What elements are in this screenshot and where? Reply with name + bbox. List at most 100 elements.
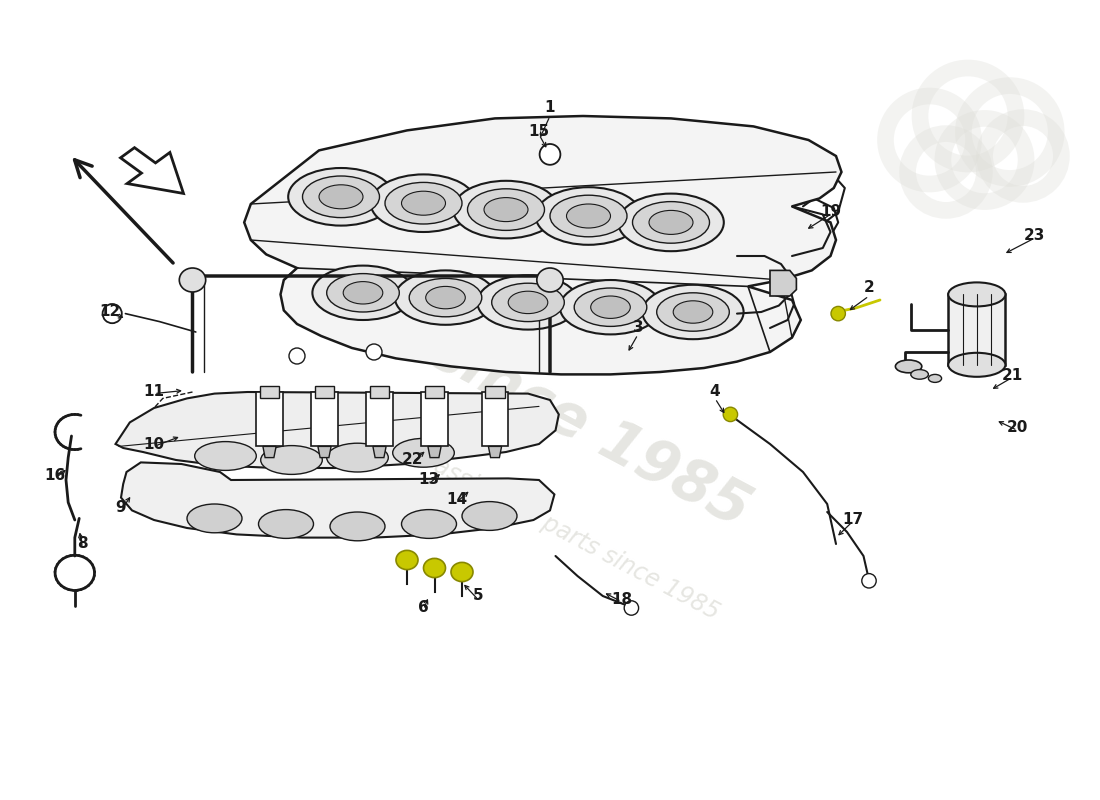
Polygon shape [318,446,331,458]
Polygon shape [482,392,508,446]
Text: 10: 10 [143,437,165,451]
Polygon shape [425,386,444,398]
Ellipse shape [402,191,446,215]
Circle shape [830,306,846,321]
Ellipse shape [657,293,729,331]
Text: 16: 16 [44,469,66,483]
Ellipse shape [409,278,482,317]
Ellipse shape [508,291,548,314]
Ellipse shape [424,558,446,578]
Text: 18: 18 [610,593,632,607]
Ellipse shape [618,194,724,251]
Polygon shape [116,392,559,468]
Polygon shape [428,446,441,458]
Text: 9: 9 [116,501,127,515]
Polygon shape [421,392,448,446]
Text: 23: 23 [1023,229,1045,243]
Ellipse shape [395,270,496,325]
Ellipse shape [179,268,206,292]
Ellipse shape [536,187,641,245]
Circle shape [102,304,122,323]
Text: 11: 11 [143,385,165,399]
Ellipse shape [319,185,363,209]
Ellipse shape [928,374,942,382]
Ellipse shape [649,210,693,234]
Ellipse shape [537,268,563,292]
Circle shape [723,407,738,422]
Text: 22: 22 [402,453,424,467]
Ellipse shape [462,502,517,530]
Ellipse shape [560,280,661,334]
Ellipse shape [484,198,528,222]
Ellipse shape [550,195,627,237]
Ellipse shape [402,510,456,538]
Ellipse shape [312,266,414,320]
Ellipse shape [451,562,473,582]
Ellipse shape [911,370,928,379]
Ellipse shape [258,510,314,538]
Polygon shape [366,392,393,446]
Polygon shape [311,392,338,446]
Polygon shape [488,446,502,458]
Ellipse shape [453,181,559,238]
Ellipse shape [302,176,379,218]
Text: 20: 20 [1006,421,1028,435]
Text: 5: 5 [473,589,484,603]
Polygon shape [948,294,1005,365]
Polygon shape [263,446,276,458]
Text: 19: 19 [820,205,842,219]
Ellipse shape [327,274,399,312]
Ellipse shape [426,286,465,309]
Polygon shape [244,116,842,374]
Ellipse shape [187,504,242,533]
Ellipse shape [673,301,713,323]
Circle shape [366,344,382,360]
Text: 1: 1 [544,101,556,115]
Polygon shape [260,386,279,398]
Ellipse shape [574,288,647,326]
Ellipse shape [385,182,462,224]
Ellipse shape [468,189,544,230]
Ellipse shape [566,204,610,228]
Ellipse shape [396,550,418,570]
Ellipse shape [343,282,383,304]
Ellipse shape [948,282,1005,306]
Polygon shape [485,386,505,398]
Text: 8: 8 [77,537,88,551]
Circle shape [540,144,560,165]
Polygon shape [373,446,386,458]
Text: 2: 2 [864,281,874,295]
Text: 15: 15 [528,125,550,139]
Text: 14: 14 [446,493,468,507]
Ellipse shape [895,360,922,373]
Ellipse shape [642,285,744,339]
Circle shape [861,574,877,588]
Ellipse shape [393,438,454,467]
Polygon shape [770,270,796,296]
Ellipse shape [327,443,388,472]
Text: 3: 3 [632,321,644,335]
Ellipse shape [371,174,476,232]
Ellipse shape [195,442,256,470]
Circle shape [624,601,639,615]
Ellipse shape [330,512,385,541]
Polygon shape [121,148,184,194]
Ellipse shape [948,353,1005,377]
Polygon shape [370,386,389,398]
Text: 17: 17 [842,513,864,527]
Text: 13: 13 [418,473,440,487]
Text: 21: 21 [1001,369,1023,383]
Ellipse shape [632,202,710,243]
Ellipse shape [288,168,394,226]
Text: 4: 4 [710,385,720,399]
Text: 12: 12 [99,305,121,319]
Text: a passion for parts since 1985: a passion for parts since 1985 [397,436,723,624]
Text: 6: 6 [418,601,429,615]
Polygon shape [315,386,334,398]
Ellipse shape [261,446,322,474]
Text: since 1985: since 1985 [420,322,759,538]
Polygon shape [256,392,283,446]
Ellipse shape [492,283,564,322]
Ellipse shape [477,275,579,330]
Ellipse shape [591,296,630,318]
